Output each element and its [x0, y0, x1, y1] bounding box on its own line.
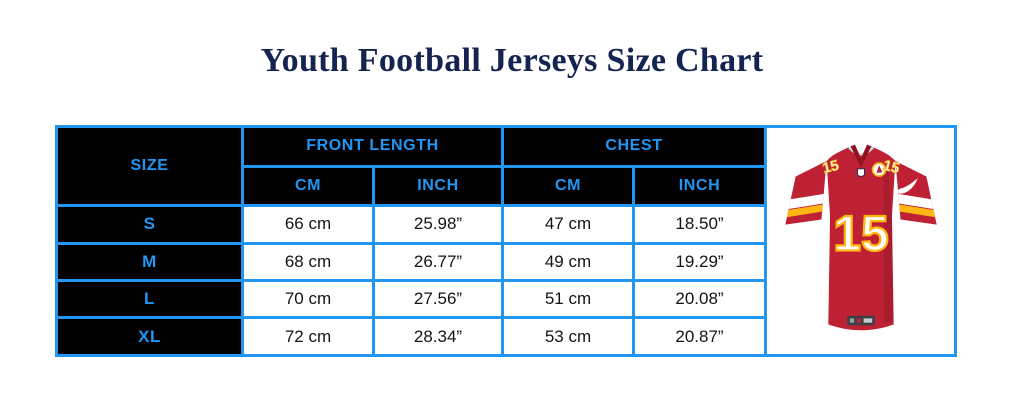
front-length-cm-value: 72 cm	[241, 316, 375, 357]
front-length-inch-value: 28.34”	[372, 316, 504, 357]
subheader-front-cm: CM	[241, 164, 375, 208]
chest-cm-value: 47 cm	[501, 204, 635, 245]
page-title: Youth Football Jerseys Size Chart	[260, 42, 764, 79]
chest-number: 15	[833, 205, 888, 261]
jersey-image-cell: 15 15 15	[764, 125, 957, 357]
table-row-s: S 66 cm 25.98” 47 cm 18.50”	[55, 204, 956, 245]
chest-inch-value: 19.29”	[632, 241, 767, 283]
chest-inch-value: 20.08”	[632, 278, 767, 320]
subheader-front-inch: INCH	[372, 164, 504, 208]
front-length-cm-value: 70 cm	[241, 278, 375, 320]
chest-cm-value: 51 cm	[501, 278, 635, 320]
column-header-size: SIZE	[55, 124, 244, 208]
left-shoulder-number: 15	[820, 158, 840, 177]
size-label: M	[55, 241, 244, 283]
table-row-m: M 68 cm 26.77” 49 cm 19.29”	[55, 241, 956, 283]
front-length-cm-value: 66 cm	[241, 204, 375, 245]
front-length-cm-value: 68 cm	[241, 241, 375, 283]
chest-inch-value: 18.50”	[632, 204, 767, 245]
size-chart-table: SIZE FRONT LENGTH CHEST	[55, 124, 957, 357]
jersey-side-shading	[882, 167, 893, 324]
jersey-right-sleeve	[894, 161, 937, 225]
jersey-jock-tag	[846, 315, 875, 326]
front-length-inch-value: 26.77”	[372, 241, 504, 283]
jersey-image: 15 15 15	[769, 130, 953, 353]
right-shoulder-number: 15	[881, 158, 901, 177]
table-row-l: L 70 cm 27.56” 51 cm 20.08”	[55, 278, 956, 320]
jersey-left-sleeve	[784, 161, 827, 225]
jersey-body	[826, 146, 895, 331]
front-length-inch-value: 25.98”	[372, 204, 504, 245]
subheader-chest-cm: CM	[501, 164, 635, 208]
size-label: S	[55, 204, 244, 245]
chest-inch-value: 20.87”	[632, 316, 767, 357]
subheader-chest-inch: INCH	[632, 164, 767, 208]
size-chart-container: SIZE FRONT LENGTH CHEST	[55, 124, 957, 357]
column-header-front-length: FRONT LENGTH	[241, 125, 504, 168]
swoosh-icon	[896, 178, 918, 194]
size-label: L	[55, 278, 244, 320]
football-jersey-graphic: 15 15 15	[784, 144, 937, 331]
team-patch-icon	[871, 162, 886, 181]
chest-cm-value: 53 cm	[501, 316, 635, 357]
chest-cm-value: 49 cm	[501, 241, 635, 283]
jersey-collar	[847, 144, 874, 168]
table-row-xl: XL 72 cm 28.34” 53 cm 20.87”	[55, 316, 956, 357]
nfl-shield-icon	[856, 168, 865, 177]
column-header-chest: CHEST	[501, 125, 767, 168]
size-label: XL	[55, 316, 244, 357]
front-length-inch-value: 27.56”	[372, 278, 504, 320]
